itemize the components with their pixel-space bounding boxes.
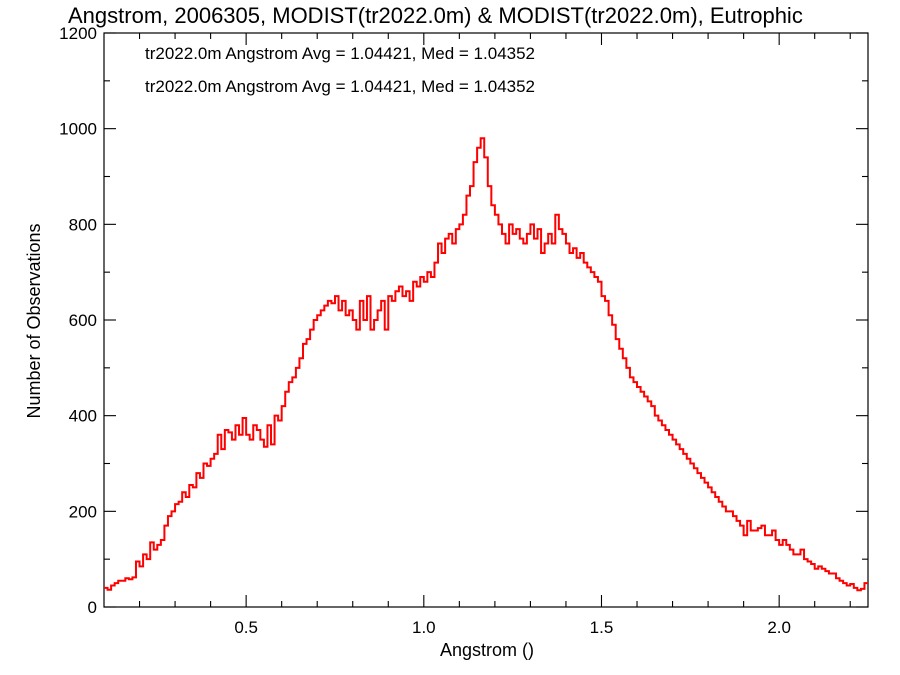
y-tick-label: 200	[69, 502, 97, 521]
chart-title: Angstrom, 2006305, MODIST(tr2022.0m) & M…	[68, 3, 803, 28]
y-tick-label: 0	[88, 598, 97, 617]
x-tick-label: 2.0	[767, 618, 791, 637]
plot-frame	[103, 32, 869, 608]
stats-annotation-black: tr2022.0m Angstrom Avg = 1.04421, Med = …	[145, 44, 535, 63]
y-axis-label: Number of Observations	[24, 223, 44, 418]
y-tick-label: 800	[69, 215, 97, 234]
x-axis-label: Angstrom ()	[440, 640, 534, 660]
stats-annotation-red: tr2022.0m Angstrom Avg = 1.04421, Med = …	[145, 77, 535, 96]
x-tick-label: 1.0	[412, 618, 436, 637]
y-tick-label: 600	[69, 311, 97, 330]
histogram-series-line	[104, 137, 868, 592]
y-tick-label: 1200	[59, 24, 97, 43]
y-tick-label: 400	[69, 407, 97, 426]
x-tick-label: 1.5	[590, 618, 614, 637]
y-tick-label: 1000	[59, 120, 97, 139]
x-tick-label: 0.5	[234, 618, 258, 637]
